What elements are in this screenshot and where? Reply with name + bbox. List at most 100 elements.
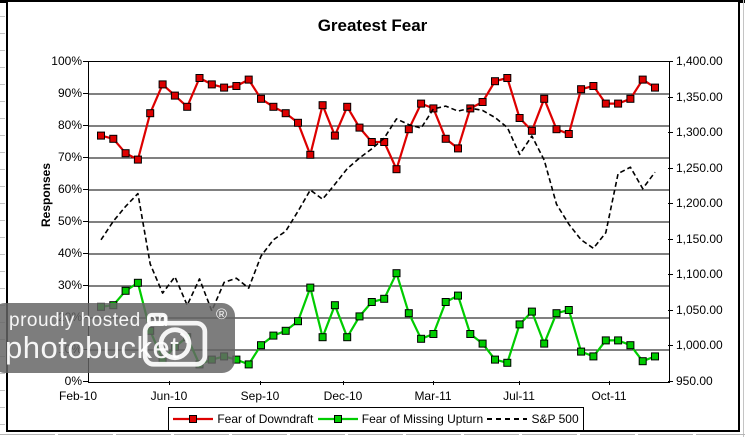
series-marker <box>564 306 573 314</box>
series-marker <box>318 101 327 110</box>
x-axis-tick-label: Jun-10 <box>150 389 188 403</box>
series-marker <box>121 149 130 158</box>
series-marker <box>614 336 623 345</box>
x-axis-tick-label: Mar-11 <box>414 389 452 403</box>
series-marker <box>146 109 155 118</box>
series-marker <box>614 99 623 108</box>
y-axis-right-tick-label: 950.00 <box>676 374 713 388</box>
chart-title: Greatest Fear <box>317 16 428 35</box>
y-axis-right-tick-label: 1,200.00 <box>676 196 723 211</box>
y-axis-left-tickmark <box>83 61 88 62</box>
x-axis-tickmark <box>433 381 434 385</box>
series-marker <box>429 330 438 338</box>
series-marker <box>441 298 450 306</box>
series-marker <box>638 75 647 84</box>
y-axis-left-tick-label: 100% <box>51 54 82 68</box>
legend-swatch <box>173 415 214 423</box>
series-marker <box>294 118 302 127</box>
series-marker <box>503 358 512 367</box>
series-line-s-p-500 <box>100 105 656 312</box>
y-axis-left-tickmark <box>83 189 88 190</box>
legend-label: Fear of Downdraft <box>217 412 314 426</box>
series-marker <box>306 283 315 292</box>
legend-label: S&P 500 <box>531 412 579 426</box>
y-axis-left-tick-label: 0% <box>64 374 82 388</box>
series-marker <box>330 301 339 310</box>
y-axis-right-tickmark <box>668 203 673 205</box>
y-axis-right-tickmark <box>668 61 673 62</box>
legend-marker <box>333 415 342 423</box>
legend-box: Fear of Downdraft Fear of Missing Upturn S… <box>168 407 584 431</box>
series-marker <box>478 339 487 348</box>
y-axis-right-tick-label: 1,050.00 <box>676 302 723 317</box>
series-marker <box>454 291 462 300</box>
series-marker <box>577 347 586 356</box>
series-marker <box>515 320 524 329</box>
plot-area <box>88 61 670 383</box>
legend-marker <box>189 415 198 423</box>
registered-mark: ® <box>215 306 227 323</box>
legend-item-fear-of-missing-upturn: Fear of Missing Upturn <box>317 412 484 426</box>
y-axis-right-tickmark <box>668 345 673 347</box>
series-marker <box>195 74 204 82</box>
y-axis-right-tickmark <box>668 238 673 240</box>
y-axis-left-tickmark <box>83 381 88 382</box>
y-axis-right-tick-label: 1,350.00 <box>676 89 723 104</box>
series-marker <box>589 352 598 361</box>
series-marker <box>257 341 265 350</box>
y-axis-left-tick-label: 60% <box>57 182 82 196</box>
series-marker <box>417 99 426 108</box>
series-marker <box>527 307 536 316</box>
series-marker <box>257 94 265 103</box>
series-marker <box>429 104 438 113</box>
series-marker <box>404 125 413 134</box>
y-axis-right-tick-label: 1,150.00 <box>676 231 723 246</box>
series-marker <box>281 326 290 335</box>
y-axis-right-tick-label: 1,300.00 <box>676 125 723 140</box>
series-marker <box>294 317 302 326</box>
series-marker <box>651 352 659 361</box>
camera-icon <box>142 312 208 367</box>
legend-swatch <box>487 418 528 420</box>
series-marker <box>244 75 253 84</box>
y-axis-right-tick-label: 1,000.00 <box>676 338 723 353</box>
series-marker <box>527 126 536 135</box>
series-marker <box>244 360 253 369</box>
series-marker <box>601 336 610 345</box>
series-marker <box>269 102 278 111</box>
y-axis-left-tick-label: 90% <box>57 86 82 100</box>
series-marker <box>466 330 475 338</box>
series-marker <box>306 150 315 159</box>
series-marker <box>515 114 524 122</box>
y-axis-right-tickmark <box>668 381 673 382</box>
watermark-line1: proudly hosted on <box>9 310 169 331</box>
series-marker <box>343 333 352 342</box>
photobucket-watermark: proudly hosted on photobucket ® <box>0 303 235 373</box>
series-marker <box>97 131 105 140</box>
y-axis-right-tick-label: 1,250.00 <box>676 160 723 175</box>
x-axis-tick-label: Dec-10 <box>323 389 363 403</box>
series-marker <box>392 269 401 278</box>
series-marker <box>355 312 364 321</box>
legend-swatch <box>317 415 358 423</box>
series-marker <box>589 82 598 90</box>
series-line-fear-of-downdraft <box>100 76 656 171</box>
y-axis-left-tickmark <box>83 221 88 222</box>
y-axis-left-tickmark <box>83 93 88 94</box>
y-axis-right-tickmark <box>668 309 673 311</box>
series-marker <box>343 102 352 111</box>
spreadsheet-left-gridlines <box>0 0 5 437</box>
y-axis-right-tick-label: 1,100.00 <box>676 267 723 282</box>
legend-label: Fear of Missing Upturn <box>361 412 484 426</box>
y-axis-right-tickmark <box>668 132 673 134</box>
series-marker <box>281 109 290 118</box>
y-axis-right-tickmark <box>668 167 673 169</box>
series-marker <box>392 165 401 174</box>
series-marker <box>503 74 512 82</box>
y-axis-left-tickmark <box>83 285 88 286</box>
y-axis-left-tick-label: 80% <box>57 118 82 132</box>
series-marker <box>601 99 610 108</box>
series-marker <box>540 339 549 348</box>
series-marker <box>404 309 413 318</box>
series-marker <box>183 102 192 111</box>
